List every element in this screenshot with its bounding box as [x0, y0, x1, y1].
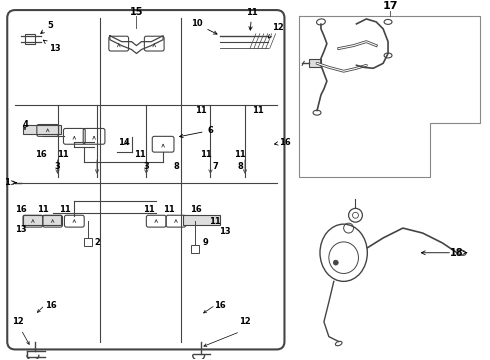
Text: 11: 11: [246, 8, 258, 30]
Text: 13: 13: [15, 225, 27, 234]
Text: 3: 3: [55, 162, 60, 171]
Text: 11: 11: [37, 205, 49, 214]
Text: 6: 6: [179, 126, 214, 138]
Text: 11: 11: [252, 106, 264, 115]
Text: 11: 11: [234, 150, 246, 159]
Text: 11: 11: [59, 205, 71, 214]
Bar: [25, 34, 35, 44]
Bar: [183, 215, 220, 225]
Text: 11: 11: [210, 217, 221, 226]
Bar: [191, 245, 198, 253]
Text: 18: 18: [450, 248, 466, 258]
Text: 11: 11: [57, 150, 69, 159]
Text: 12: 12: [239, 317, 251, 326]
Text: 8: 8: [173, 162, 179, 171]
Bar: [309, 59, 321, 67]
Text: 9: 9: [203, 238, 208, 247]
Text: 13: 13: [44, 40, 60, 53]
Text: 16: 16: [15, 205, 27, 214]
Text: 16: 16: [45, 301, 56, 310]
Text: 16: 16: [215, 301, 226, 310]
Text: 13: 13: [220, 226, 231, 235]
Text: 7: 7: [213, 162, 218, 171]
Text: 11: 11: [199, 150, 211, 159]
Text: 12: 12: [12, 317, 24, 326]
Text: 5: 5: [41, 21, 53, 33]
Text: 11: 11: [163, 205, 175, 214]
Text: 16: 16: [274, 138, 291, 147]
Circle shape: [333, 260, 338, 265]
Bar: [23, 215, 61, 225]
Text: 12: 12: [269, 23, 283, 38]
Text: 15: 15: [130, 7, 143, 17]
Text: 2: 2: [94, 238, 100, 247]
Bar: [23, 125, 61, 134]
Text: 11: 11: [195, 106, 206, 115]
Text: 1: 1: [4, 178, 16, 187]
Text: 10: 10: [191, 19, 217, 34]
Text: 11: 11: [134, 150, 146, 159]
Text: 17: 17: [382, 1, 398, 11]
Text: 16: 16: [190, 205, 201, 214]
Text: 8: 8: [237, 162, 243, 171]
Bar: [84, 238, 92, 246]
Text: 16: 16: [35, 150, 47, 159]
Text: 4: 4: [22, 120, 28, 129]
Text: 3: 3: [144, 162, 149, 171]
Text: 11: 11: [144, 205, 155, 214]
Text: 14: 14: [118, 138, 129, 147]
